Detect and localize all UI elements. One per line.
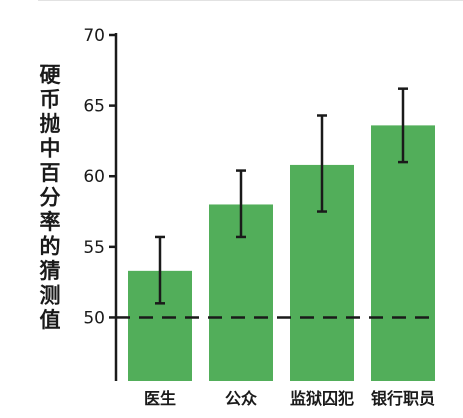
- x-category-label-4: 银行职员: [371, 389, 435, 408]
- y-tick-label-60: 60: [83, 167, 105, 187]
- x-category-label-1: 医生: [144, 389, 176, 408]
- bars-group: [128, 125, 435, 382]
- y-tick-label-70: 70: [83, 26, 105, 46]
- y-axis-label: 硬币抛中百分率的猜测值: [39, 63, 62, 332]
- y-tick-label-55: 55: [83, 238, 105, 258]
- y-axis: 50 55 60 65 70: [83, 26, 118, 381]
- error-bars-group: [155, 87, 408, 305]
- y-tick-label-50: 50: [83, 308, 105, 328]
- x-category-label-2: 公众: [225, 389, 258, 408]
- y-axis-title: 硬币抛中百分率的猜测值: [39, 63, 62, 332]
- bar-4: [371, 125, 435, 382]
- x-category-label-3: 监狱囚犯: [290, 389, 354, 408]
- y-tick-label-65: 65: [83, 97, 105, 117]
- x-axis-categories: 医生 公众 监狱囚犯 银行职员: [144, 389, 435, 408]
